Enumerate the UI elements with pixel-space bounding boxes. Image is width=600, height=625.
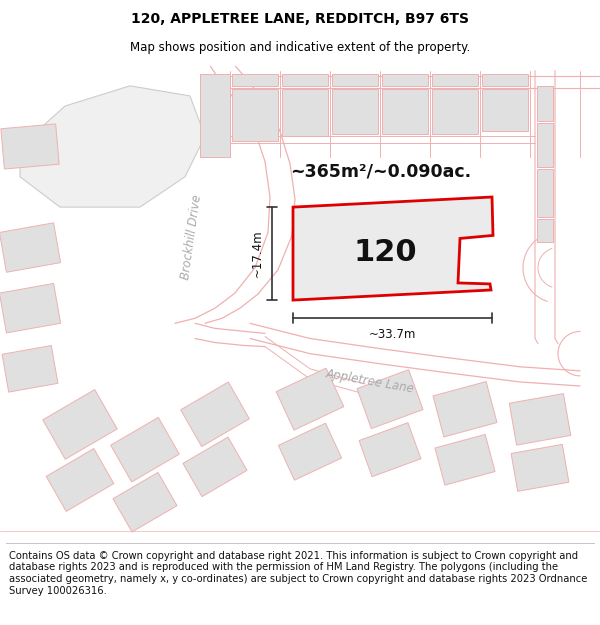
Polygon shape (232, 74, 278, 86)
Text: 120: 120 (353, 238, 417, 267)
Polygon shape (382, 89, 428, 134)
Polygon shape (509, 394, 571, 445)
Text: Contains OS data © Crown copyright and database right 2021. This information is : Contains OS data © Crown copyright and d… (9, 551, 587, 596)
Polygon shape (232, 89, 278, 141)
Polygon shape (537, 169, 553, 217)
Polygon shape (113, 472, 177, 532)
Text: ~365m²/~0.090ac.: ~365m²/~0.090ac. (290, 162, 471, 181)
Polygon shape (276, 368, 344, 430)
Polygon shape (183, 437, 247, 497)
Polygon shape (200, 74, 230, 157)
Polygon shape (282, 89, 328, 136)
Polygon shape (382, 74, 428, 86)
Polygon shape (482, 74, 528, 86)
Polygon shape (1, 124, 59, 169)
Polygon shape (435, 434, 495, 485)
Polygon shape (181, 382, 250, 447)
Polygon shape (0, 284, 61, 333)
Text: Map shows position and indicative extent of the property.: Map shows position and indicative extent… (130, 41, 470, 54)
Polygon shape (432, 74, 478, 86)
Polygon shape (293, 197, 493, 300)
Polygon shape (482, 89, 528, 131)
Polygon shape (46, 449, 114, 511)
Polygon shape (359, 422, 421, 477)
Polygon shape (537, 123, 553, 167)
Text: ~17.4m: ~17.4m (251, 230, 264, 278)
Text: Brockhill Drive: Brockhill Drive (179, 194, 205, 281)
Polygon shape (537, 86, 553, 121)
Polygon shape (278, 423, 341, 480)
Polygon shape (43, 389, 117, 459)
Polygon shape (0, 222, 61, 272)
Polygon shape (332, 74, 378, 86)
Text: Appletree Lane: Appletree Lane (325, 367, 415, 395)
Polygon shape (511, 444, 569, 491)
Polygon shape (2, 346, 58, 392)
Text: 120, APPLETREE LANE, REDDITCH, B97 6TS: 120, APPLETREE LANE, REDDITCH, B97 6TS (131, 12, 469, 26)
Text: ~33.7m: ~33.7m (369, 328, 416, 341)
Polygon shape (357, 369, 423, 429)
Polygon shape (20, 86, 205, 207)
Polygon shape (432, 89, 478, 134)
Polygon shape (110, 418, 179, 482)
Polygon shape (282, 74, 328, 86)
Polygon shape (332, 89, 378, 134)
Polygon shape (537, 219, 553, 243)
Polygon shape (433, 381, 497, 437)
